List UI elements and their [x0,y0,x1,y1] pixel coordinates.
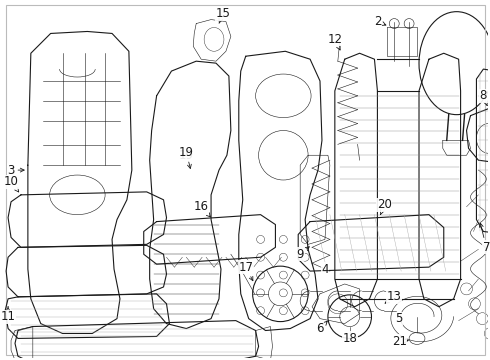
Text: 19: 19 [179,146,194,168]
Text: 7: 7 [479,223,490,254]
Text: 19: 19 [179,149,194,162]
Text: 10: 10 [3,175,19,192]
Text: 12: 12 [327,33,343,50]
Text: 2: 2 [374,15,386,28]
Text: 13: 13 [385,291,402,303]
Text: 5: 5 [395,312,403,325]
Text: 8: 8 [480,89,488,105]
Text: 14: 14 [0,359,1,360]
Text: 3: 3 [7,163,24,177]
Text: 21: 21 [392,335,408,348]
Text: 18: 18 [342,332,357,345]
Text: 6: 6 [316,321,327,335]
Text: 9: 9 [296,247,309,261]
Text: 1: 1 [0,359,1,360]
Text: 17: 17 [238,261,253,281]
Text: 20: 20 [377,198,392,215]
Text: 16: 16 [194,200,210,217]
Text: 15: 15 [216,7,230,23]
Text: 4: 4 [321,262,329,276]
Text: 11: 11 [0,307,16,323]
